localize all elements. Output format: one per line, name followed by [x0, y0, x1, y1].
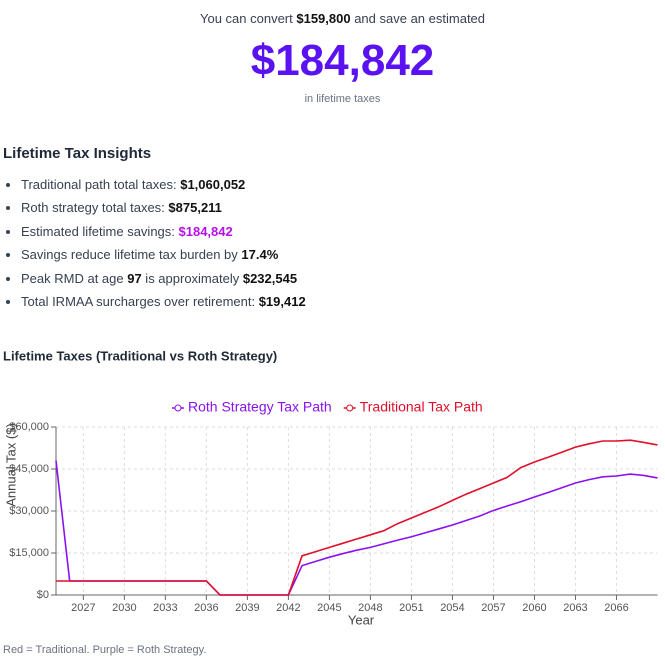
x-tick-label: 2066 — [604, 602, 628, 614]
insight-item: Peak RMD at age 97 is approximately $232… — [21, 270, 306, 293]
y-axis-label: Annual Tax ($) — [3, 423, 18, 507]
insight-item: Savings reduce lifetime tax burden by 17… — [21, 246, 306, 269]
x-tick-label: 2027 — [71, 602, 95, 614]
y-tick-label: $60,000 — [9, 421, 49, 433]
x-tick-label: 2033 — [153, 602, 177, 614]
series-line — [55, 460, 658, 596]
chart-title: Lifetime Taxes (Traditional vs Roth Stra… — [3, 348, 277, 363]
x-tick-label: 2042 — [276, 602, 300, 614]
x-tick-label: 2051 — [399, 602, 423, 614]
insight-value: 97 — [127, 270, 142, 286]
x-tick-label: 2045 — [317, 602, 341, 614]
x-tick-label: 2039 — [235, 602, 259, 614]
insight-item: Roth strategy total taxes: $875,211 — [21, 199, 306, 222]
insight-value: $875,211 — [168, 200, 222, 216]
y-tick-label: $30,000 — [9, 505, 49, 517]
insight-text: Peak RMD at age — [21, 270, 128, 286]
insights-title: Lifetime Tax Insights — [3, 145, 152, 162]
legend-label: Roth Strategy Tax Path — [188, 399, 332, 415]
x-tick-label: 2057 — [481, 602, 505, 614]
summary-line: You can convert $159,800 and save an est… — [0, 11, 665, 26]
x-tick-label: 2048 — [358, 602, 382, 614]
footnote: Red = Traditional. Purple = Roth Strateg… — [3, 644, 206, 656]
x-tick-label: 2036 — [194, 602, 218, 614]
insight-text: Traditional path total taxes: — [21, 177, 181, 192]
insights-list: Traditional path total taxes: $1,060,052… — [0, 176, 306, 316]
x-tick-label: 2054 — [440, 602, 464, 614]
savings-amount: $184,842 — [250, 36, 435, 85]
text: and save an estimated — [350, 11, 486, 26]
insight-value: $184,842 — [178, 223, 233, 239]
insight-item: Total IRMAA surcharges over retirement: … — [21, 293, 306, 316]
legend-label: Traditional Tax Path — [360, 399, 483, 415]
caption: in lifetime taxes — [304, 93, 381, 105]
insight-text: Estimated lifetime savings: — [21, 223, 179, 239]
insight-item: Traditional path total taxes: $1,060,052 — [21, 176, 306, 199]
y-tick-label: $15,000 — [9, 547, 49, 559]
insight-text: Roth strategy total taxes: — [21, 200, 169, 216]
legend-swatch — [174, 404, 182, 412]
text: You can convert — [199, 11, 297, 26]
insight-text: Total IRMAA surcharges over retirement: — [21, 293, 259, 309]
convert-amount: $159,800 — [296, 11, 351, 26]
x-tick-label: 2030 — [112, 602, 136, 614]
insight-value: $1,060,052 — [180, 177, 246, 192]
chart: Lifetime Taxes (Traditional vs Roth Stra… — [3, 348, 658, 656]
insight-text: Savings reduce lifetime tax burden by — [21, 247, 242, 263]
x-tick-label: 2063 — [563, 602, 587, 614]
insight-value: 17.4% — [241, 247, 279, 263]
legend-swatch — [346, 404, 354, 412]
y-tick-label: $45,000 — [9, 463, 49, 475]
series-line — [56, 439, 658, 596]
y-tick-label: $0 — [37, 589, 49, 601]
insight-value: $19,412 — [258, 293, 306, 309]
insight-item: Estimated lifetime savings: $184,842 — [21, 223, 306, 246]
x-axis-label: Year — [348, 612, 375, 627]
insight-value: $232,545 — [242, 270, 298, 286]
insight-text: is approximately — [141, 270, 243, 286]
x-tick-label: 2060 — [522, 602, 546, 614]
